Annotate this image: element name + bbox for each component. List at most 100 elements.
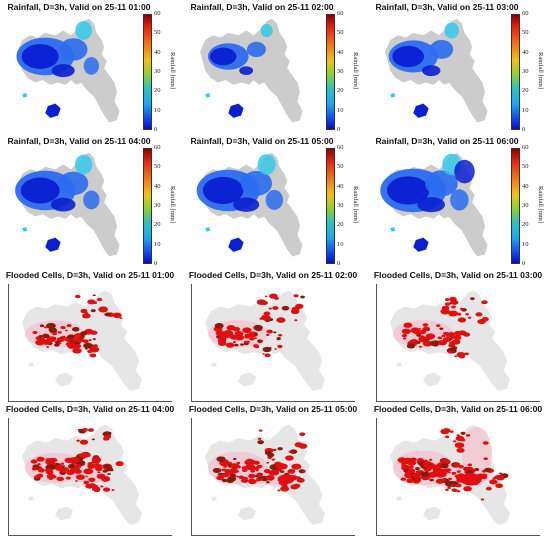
map-frame	[191, 418, 355, 536]
flooded-cell	[440, 473, 447, 477]
colorbar-tick: 50	[337, 29, 344, 37]
flooded-cell	[67, 334, 76, 340]
colorbar-tick: 30	[337, 202, 344, 209]
flooded-cell	[499, 472, 503, 475]
flooded-cell	[454, 355, 458, 358]
flooded-cell	[277, 489, 281, 492]
flooded-cell	[263, 311, 271, 316]
flooded-cell	[465, 313, 469, 316]
rain-cell	[257, 154, 276, 175]
flooded-cell	[274, 296, 279, 300]
panel-title: Flooded Cells, D=3h, Valid on 25-11 02:0…	[188, 270, 358, 280]
flooded-cell	[236, 461, 241, 465]
map-frame	[8, 418, 172, 536]
rain-cell	[417, 197, 446, 213]
flooded-cell	[441, 305, 450, 311]
flooded-cell	[435, 478, 444, 484]
flooded-cell	[84, 347, 88, 350]
colorbar-tick: 60	[154, 10, 161, 17]
flooded-cell	[295, 476, 302, 480]
flooded-cell	[257, 437, 262, 440]
flooded-cell	[422, 340, 433, 347]
flooded-cell	[453, 462, 461, 468]
colorbar-tick: 60	[337, 10, 344, 17]
flooded-cell	[257, 440, 264, 445]
flooded-cell	[477, 318, 486, 325]
flooded-cell	[420, 471, 430, 477]
flooded-cell	[79, 439, 89, 445]
rainfall-map	[195, 14, 323, 132]
flooded-cell	[451, 488, 458, 493]
rainfall-map	[12, 14, 140, 132]
flooded-cell	[299, 432, 306, 437]
flooded-cell	[58, 342, 62, 345]
rainfall-map	[12, 148, 140, 266]
island	[211, 362, 217, 367]
flooded-cell	[462, 332, 471, 337]
flooded-cell	[264, 353, 271, 358]
flooded-cell	[220, 461, 225, 465]
map-frame	[376, 418, 540, 536]
flooded-cell	[484, 467, 491, 472]
colorbar	[326, 14, 335, 130]
flooded-cell	[101, 476, 111, 482]
flooded-cell	[32, 330, 38, 335]
flooded-cell	[492, 477, 496, 480]
flooded-cell	[271, 458, 276, 461]
panel-title: Flooded Cells, D=3h, Valid on 25-11 06:0…	[373, 404, 543, 414]
panel-title: Flooded Cells, D=3h, Valid on 25-11 05:0…	[188, 404, 358, 414]
flooded-cell	[406, 478, 414, 484]
flooded-cell	[447, 486, 451, 489]
flooded-cell	[418, 335, 425, 339]
flooded-cell	[48, 477, 53, 481]
flooded-cell	[36, 456, 45, 462]
flooded-cell	[406, 343, 416, 349]
flooded-cell	[496, 474, 503, 479]
flooded-cell	[444, 435, 450, 439]
flooded-cell	[278, 333, 283, 337]
flooded-cell	[484, 474, 488, 476]
island	[390, 93, 396, 98]
island	[205, 93, 211, 98]
flooded-cell	[449, 337, 453, 340]
flooded-cell	[104, 312, 111, 317]
flooded-cell	[103, 434, 112, 440]
rainfall-panel: Rainfall, D=3h, Valid on 25-11 06:00 60 50…	[372, 136, 548, 268]
flooded-cell	[111, 489, 115, 491]
panel-title: Flooded Cells, D=3h, Valid on 25-11 04:0…	[5, 404, 175, 414]
flood-map	[384, 420, 534, 534]
flooded-cell	[92, 294, 96, 297]
flooded-cell	[448, 351, 453, 354]
flooded-cell	[260, 314, 271, 321]
flooded-cell	[234, 343, 239, 347]
flooded-cell	[245, 460, 252, 465]
flooded-cell	[221, 468, 227, 472]
rainfall-panel: Rainfall, D=3h, Valid on 25-11 02:00 60 50…	[187, 2, 363, 134]
flooded-cell	[39, 324, 45, 328]
flooded-cell	[401, 328, 411, 335]
colorbar-tick: 10	[154, 240, 161, 248]
flooded-cell	[104, 464, 110, 468]
colorbar-tick: 60	[154, 144, 161, 151]
colorbar	[326, 148, 335, 264]
colorbar-tick: 50	[154, 29, 161, 37]
flooded-cell	[90, 309, 96, 313]
colorbar-tick: 40	[522, 182, 529, 190]
flooded-cell	[429, 478, 434, 482]
flooded-cell	[46, 346, 50, 349]
flooded-cell	[255, 469, 259, 472]
flooded-cell	[419, 329, 427, 334]
flooded-cell	[112, 312, 122, 319]
flooded-cell	[261, 300, 269, 305]
flooded-cell	[115, 461, 124, 467]
flooded-cell	[404, 471, 412, 476]
colorbar	[143, 148, 152, 264]
flooded-cell	[83, 480, 90, 485]
flooded-cell	[65, 476, 71, 480]
flooded-cell	[440, 428, 450, 435]
flooded-cell	[480, 474, 488, 480]
colorbar-tick: 20	[522, 87, 529, 95]
island	[238, 372, 256, 387]
colorbar-tick: 60	[337, 144, 344, 151]
flooded-cell	[253, 344, 259, 348]
